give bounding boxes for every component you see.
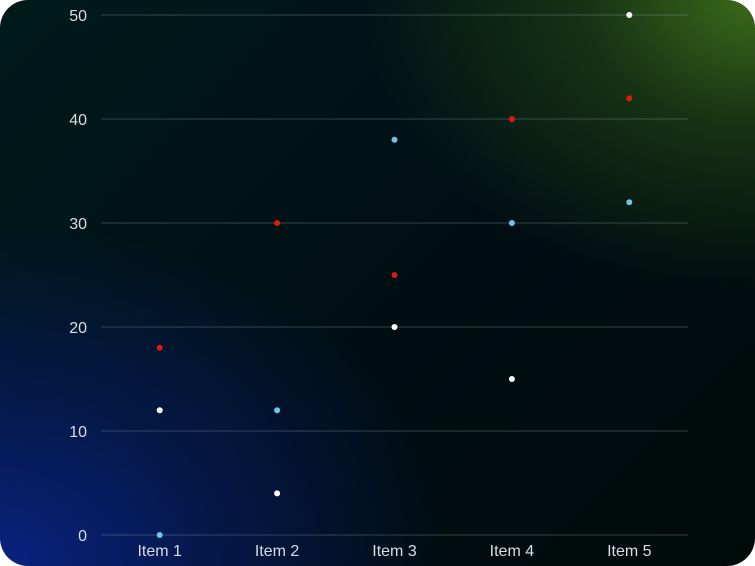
data-point-s1-1[interactable] (156, 344, 163, 351)
x-tick-label-4: Item 4 (490, 543, 535, 560)
data-point-s1-3[interactable] (391, 272, 398, 278)
y-tick-label-50: 50 (69, 8, 87, 25)
y-tick-label-20: 20 (69, 320, 87, 337)
data-point-s2-5[interactable] (626, 12, 633, 18)
data-point-s2-2[interactable] (274, 490, 281, 497)
data-point-s2-4[interactable] (508, 376, 515, 382)
data-point-s2-1[interactable] (156, 407, 163, 414)
x-tick-label-1: Item 1 (137, 543, 182, 560)
y-tick-label-10: 10 (69, 424, 87, 441)
data-point-s2-3[interactable] (391, 324, 398, 330)
y-tick-label-40: 40 (69, 112, 87, 129)
x-tick-label-3: Item 3 (372, 543, 417, 560)
data-point-s1-5[interactable] (626, 95, 633, 102)
data-point-s3-3[interactable] (391, 136, 398, 143)
y-tick-label-0: 0 (78, 528, 87, 545)
data-points (156, 12, 633, 538)
x-tick-label-2: Item 2 (255, 543, 300, 560)
data-point-s3-1[interactable] (156, 532, 163, 538)
y-axis-ticks: 0 10 20 30 40 50 (69, 8, 87, 545)
data-point-s3-2[interactable] (274, 407, 281, 414)
data-point-s3-5[interactable] (626, 199, 633, 206)
x-axis-ticks: Item 1 Item 2 Item 3 Item 4 Item 5 (137, 543, 651, 560)
data-point-s1-2[interactable] (274, 220, 281, 226)
data-point-s3-4[interactable] (508, 220, 515, 226)
x-tick-label-5: Item 5 (607, 543, 652, 560)
y-tick-label-30: 30 (69, 216, 87, 233)
data-point-s1-4[interactable] (508, 116, 515, 122)
